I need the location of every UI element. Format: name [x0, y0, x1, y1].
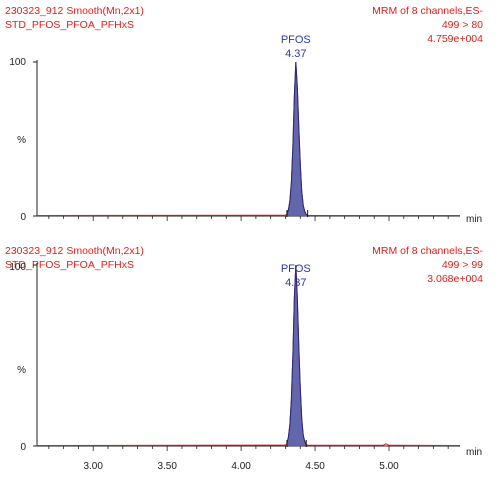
x-tick-label-3-50: 3.50 [157, 461, 177, 472]
panel-1-header-left-line-1: 230323_912 Smooth(Mn,2x1) [5, 5, 144, 17]
panel-1-trace-line [36, 61, 461, 217]
panel-2-header-right-line-3: 3.068e+004 [427, 273, 483, 285]
x-tick-label-4-50: 4.50 [305, 461, 325, 472]
panel-1-header-right-line-3: 4.759e+004 [427, 33, 483, 45]
panel-1-header-left-line-2: STD_PFOS_PFOA_PFHxS [5, 19, 134, 31]
panel-2-plot-area [33, 263, 461, 451]
panel-2-peak-outline [286, 264, 307, 445]
panel-2-header-right-line-2: 499 > 99 [442, 259, 483, 271]
panel-1-y-tick-100: 100 [9, 57, 26, 68]
panel-1-header-right-line-2: 499 > 80 [442, 19, 483, 31]
x-tick-label-5-00: 5.00 [379, 461, 399, 472]
panel-2-header-left-line-1: 230323_912 Smooth(Mn,2x1) [5, 245, 144, 257]
panel-2-y-axis-percent-label: % [17, 365, 26, 376]
panel-1-plot-area [33, 60, 461, 221]
panel-2-y-tick-100: 100 [9, 262, 26, 273]
panel-2-x-unit-label: min [466, 447, 482, 458]
panel-1-header-right-line-1: MRM of 8 channels,ES- [372, 5, 483, 17]
x-tick-label-3-00: 3.00 [83, 461, 103, 472]
panel-1-peak-area [286, 62, 308, 216]
panel-1-y-axis-percent-label: % [17, 135, 26, 146]
panel-1-peak-outline [286, 61, 308, 216]
panel-1-y-tick-0: 0 [20, 212, 26, 223]
panel-1-peak-rt-label: 4.37 [285, 48, 306, 60]
x-tick-label-4-00: 4.00 [231, 461, 251, 472]
panel-2-y-tick-0: 0 [20, 442, 26, 453]
panel-2-trace-line [36, 264, 461, 446]
panel-1-x-unit-label: min [466, 214, 482, 225]
panel-1-peak-name-label: PFOS [281, 34, 311, 46]
panel-2-header-right-line-1: MRM of 8 channels,ES- [372, 245, 483, 257]
